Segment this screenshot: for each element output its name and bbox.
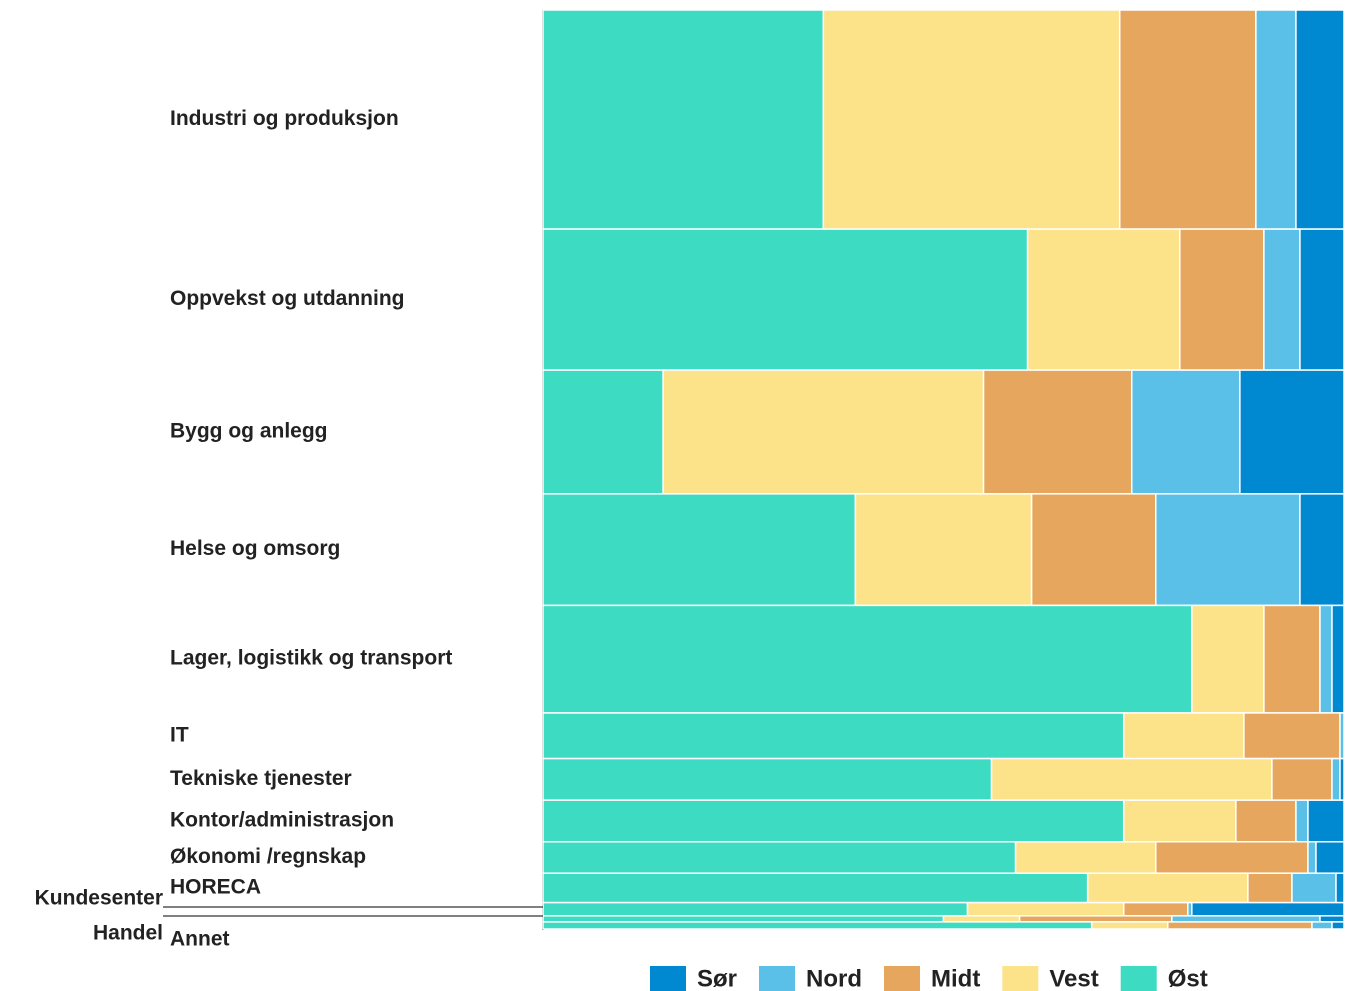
legend-label: Sør [697,965,737,991]
legend-label: Øst [1168,965,1208,991]
segment [1315,841,1345,874]
legend-label: Vest [1049,965,1098,991]
segment [542,712,1125,760]
segment [542,493,857,607]
segment [1086,872,1249,904]
segment [1271,757,1333,801]
segment [1319,604,1333,714]
category-label: Tekniske tjenester [170,767,352,790]
segment [542,799,1125,843]
segment [1030,493,1157,607]
segment [662,369,985,495]
segment [542,604,1193,714]
segment [1339,757,1345,801]
segment [1118,9,1257,230]
segment [966,901,1125,917]
legend-swatch [650,966,686,991]
segment [1331,757,1341,801]
segment [1122,799,1237,843]
category-label: Økonomi /regnskap [170,845,366,868]
segment [1239,369,1345,495]
segment [1155,493,1301,607]
segment [1299,493,1345,607]
category-label: IT [170,723,189,746]
category-label: Handel [93,922,163,945]
segment [1155,841,1309,874]
segment [942,915,1021,923]
segment [982,369,1133,495]
segment [1243,712,1341,760]
segment [1191,901,1345,917]
segment [1263,604,1321,714]
segment [1295,799,1309,843]
category-label: Lager, logistikk og transport [170,647,452,670]
segment [1295,9,1345,230]
segment [990,757,1273,801]
category-label: Industri og produksjon [170,107,399,130]
segment [822,9,1121,230]
segment [1014,841,1157,874]
segment [1339,712,1345,760]
category-label: Oppvekst og utdanning [170,287,405,310]
legend-label: Midt [931,965,980,991]
category-label: Kontor/administrasjon [170,809,394,832]
segment [1235,799,1297,843]
segment [1167,921,1313,930]
segment [1319,915,1345,923]
segment [1171,915,1321,923]
segment [1331,604,1345,714]
segment [1026,228,1181,371]
segment [1090,921,1169,930]
segment [1299,228,1345,371]
segment [1291,872,1337,904]
segment [1018,915,1173,923]
segment [542,901,969,917]
segment [542,757,993,801]
segment [854,493,1033,607]
segment [1191,604,1265,714]
segment [542,369,664,495]
segment [1247,872,1293,904]
segment [1263,228,1301,371]
category-label: Bygg og anlegg [170,420,328,443]
segment [542,915,945,923]
segment [542,921,1093,930]
segment [1130,369,1241,495]
segment [542,841,1017,874]
segment [542,9,825,230]
category-label: Kundesenter [35,887,163,910]
category-label: Annet [170,928,230,951]
legend-label: Nord [806,965,862,991]
segment [1122,712,1245,760]
segment [1255,9,1297,230]
segment [1331,921,1345,930]
legend-swatch [1002,966,1039,991]
legend-swatch [1120,966,1157,991]
legend-swatch [759,966,796,991]
segment [1307,841,1317,874]
segment [542,228,1029,371]
legend-swatch [884,966,921,991]
category-label: HORECA [170,875,261,898]
segment [1335,872,1345,904]
segment [1307,799,1345,843]
legend: Sør Nord Midt Vest Øst [650,965,1208,991]
segment [1311,921,1333,930]
segment [542,872,1089,904]
segment [1122,901,1189,917]
category-label: Helse og omsorg [170,537,340,560]
segment [1179,228,1265,371]
